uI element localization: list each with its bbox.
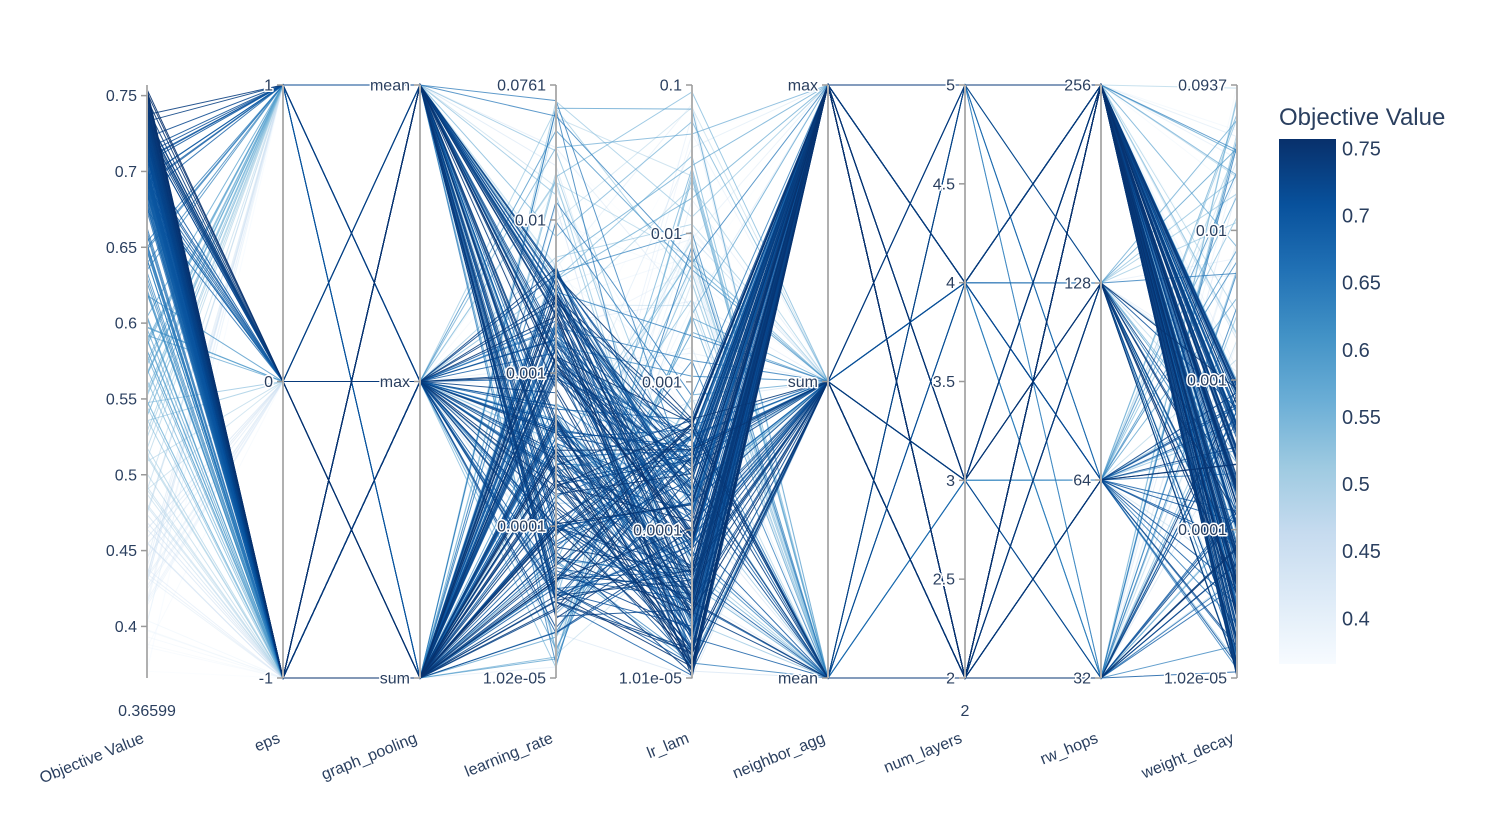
colorbar-tick-label: 0.45: [1342, 541, 1381, 563]
axis-tick-label: 128: [1064, 276, 1091, 293]
colorbar-tick-label: 0.4: [1342, 608, 1370, 630]
axis-tick-label: 0.1: [660, 78, 682, 95]
axis-tick-label: 3.5: [933, 374, 955, 391]
axis-tick-label: 64: [1073, 473, 1091, 490]
colorbar-tick-label: 0.6: [1342, 340, 1370, 362]
axis-tick-label: 2: [946, 671, 955, 688]
axis-tick-label: 0.65: [106, 240, 137, 257]
axis-tick-label: 0.7: [115, 164, 137, 181]
axis-range-label: 0.36599: [118, 703, 176, 720]
colorbar-gradient: [1279, 139, 1336, 664]
axis-tick-label: sum: [380, 671, 410, 688]
axis-tick-label: 0.4: [115, 619, 137, 636]
axis-tick-label: 4: [946, 275, 955, 292]
axis-eps: 1 0 -1 eps: [252, 76, 284, 755]
axis-tick-label: 0.01: [651, 226, 682, 243]
axis-tick-label: 1.01e-05: [619, 671, 682, 688]
axis-tick-label: 5: [946, 78, 955, 95]
axis-tick-label: 256: [1064, 78, 1091, 95]
axis-tick-label: 1.02e-05: [1164, 671, 1227, 688]
axis-tick-label: mean: [370, 78, 410, 95]
colorbar-tick-label: 0.5: [1342, 474, 1370, 496]
axis-tick-label: 0.6: [115, 316, 137, 333]
axis-tick-label: 1.02e-05: [483, 671, 546, 688]
axis-title: learning_rate: [463, 730, 556, 781]
axis-tick-label: mean: [778, 671, 818, 688]
colorbar-tick-label: 0.65: [1342, 273, 1381, 295]
axis-title: eps: [252, 730, 282, 755]
axis-tick-label: 0.55: [106, 391, 137, 408]
axis-tick-label: max: [380, 374, 410, 391]
axis-tick-label: 0: [264, 374, 273, 391]
axis-tick-label: 0.001: [506, 366, 546, 383]
colorbar-title: Objective Value: [1279, 104, 1445, 131]
colorbar-tick-label: 0.75: [1342, 138, 1381, 160]
axis-tick-label: -1: [259, 671, 273, 688]
axis-lr-lam: 0.1 0.01 0.001 0.0001 1.01e-05 lr_lam: [617, 76, 693, 762]
axis-tick-label: 0.01: [515, 212, 546, 229]
axis-range-label: 2: [961, 703, 970, 720]
colorbar-tick-label: 0.7: [1342, 206, 1370, 228]
axis-title: graph_pooling: [319, 730, 419, 784]
axis-title: Objective Value: [37, 730, 146, 787]
axis-tick-label: 0.0001: [1178, 522, 1227, 539]
axis-tick-label: 32: [1073, 671, 1091, 688]
axis-tick-label: sum: [788, 374, 818, 391]
axis-tick-label: 0.5: [115, 467, 137, 484]
axis-tick-label: 0.001: [1187, 373, 1227, 390]
axis-title: num_layers: [881, 730, 964, 777]
axis-tick-label: 0.0001: [497, 519, 546, 536]
axis-tick-label: 0.0001: [633, 523, 682, 540]
axis-tick-label: 0.001: [642, 374, 682, 391]
axis-title: neighbor_agg: [730, 730, 827, 782]
axis-tick-label: 1: [264, 78, 273, 95]
axis-tick-label: 0.0937: [1178, 78, 1227, 95]
axis-tick-label: 0.75: [106, 88, 137, 105]
axis-tick-label: max: [788, 78, 818, 95]
axis-tick-label: 0.45: [106, 543, 137, 560]
axis-title: rw_hops: [1038, 730, 1100, 768]
colorbar-tick-label: 0.55: [1342, 407, 1381, 429]
axis-title: weight_decay: [1138, 730, 1236, 783]
axis-tick-label: 0.0761: [497, 78, 546, 95]
axis-tick-label: 3: [946, 473, 955, 490]
axis-tick-label: 4.5: [933, 176, 955, 193]
colorbar: Objective Value 0.75 0.7 0.65 0.6 0.55 0.5 0.4…: [1279, 104, 1445, 664]
axis-tick-label: 0.01: [1196, 223, 1227, 240]
axis-num-layers: 5 4.5 4 3.5 3 2.5 22 num_layers: [881, 76, 970, 777]
axis-title: lr_lam: [645, 730, 692, 762]
axis-tick-label: 2.5: [933, 572, 955, 589]
